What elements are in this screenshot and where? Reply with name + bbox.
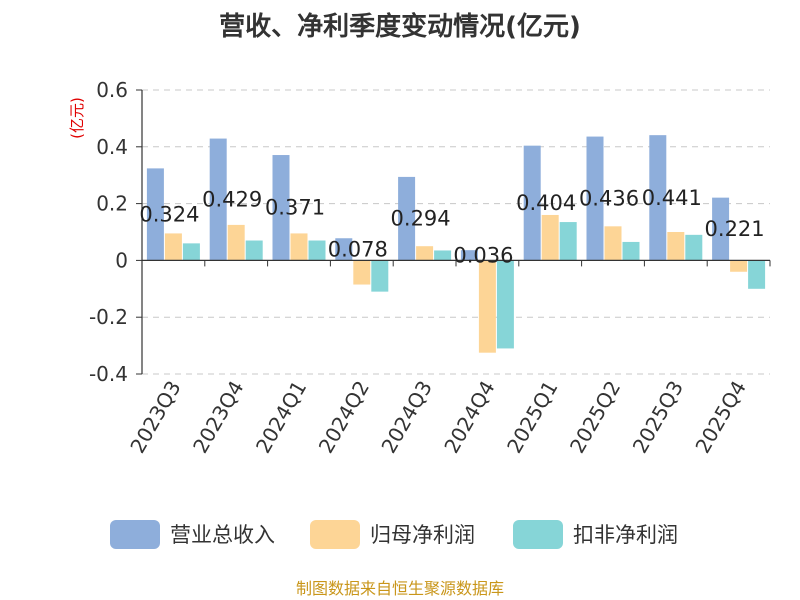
data-label: 0.294 [391, 207, 451, 231]
x-tick-label: 2023Q3 [125, 377, 185, 458]
data-label: 0.371 [265, 196, 325, 220]
bar [604, 226, 622, 261]
y-tick-label: 0 [115, 248, 128, 272]
bar [335, 238, 353, 261]
x-tick-label: 2024Q4 [439, 377, 499, 458]
bar [227, 224, 245, 261]
x-tick-label: 2025Q4 [690, 377, 750, 458]
y-axis-label: (亿元) [68, 97, 86, 139]
x-tick-label: 2025Q2 [565, 377, 625, 458]
bar [460, 250, 478, 261]
grid-lines [142, 89, 770, 375]
legend: 营业总收入 归母净利润 扣非净利润 [110, 520, 678, 549]
legend-label: 归母净利润 [370, 523, 475, 547]
bar [712, 197, 730, 261]
bars [146, 135, 766, 353]
x-tick-label: 2024Q2 [314, 377, 374, 458]
data-label: 0.221 [705, 217, 765, 241]
legend-swatch [513, 520, 563, 549]
bar [353, 260, 371, 285]
bar [272, 155, 290, 261]
data-label: 0.036 [453, 243, 513, 267]
bar [649, 135, 667, 261]
data-label: 0.441 [642, 186, 702, 210]
y-tick-label: 0.2 [96, 192, 128, 216]
bar [685, 234, 703, 261]
legend-label: 营业总收入 [170, 523, 275, 547]
y-tick-label: -0.2 [89, 305, 128, 329]
x-tick-label: 2025Q1 [502, 377, 562, 458]
bar [182, 243, 200, 261]
bar [434, 250, 452, 261]
legend-swatch [110, 520, 160, 549]
data-label: 0.404 [516, 191, 576, 215]
bar [622, 241, 640, 261]
bar [748, 260, 766, 289]
bar [730, 260, 748, 272]
bar [478, 260, 496, 353]
bar [541, 214, 559, 261]
y-axis-ticks: 0.6 0.4 0.2 0 -0.2 -0.4 [89, 78, 142, 386]
x-tick-label: 2024Q3 [376, 377, 436, 458]
data-label: 0.436 [579, 186, 639, 210]
bar [308, 240, 326, 261]
bar [371, 260, 389, 292]
x-axis-ticks: 2023Q3 2023Q4 2024Q1 2024Q2 2024Q3 2024Q4 2025… [125, 260, 771, 458]
data-label: 0.429 [202, 187, 262, 211]
bar [398, 176, 416, 261]
source-note: 制图数据来自恒生聚源数据库 [296, 579, 504, 598]
bar [209, 138, 227, 261]
legend-swatch [310, 520, 360, 549]
bar [496, 260, 514, 349]
bar [164, 233, 182, 261]
y-tick-label: 0.6 [96, 78, 128, 102]
bar [416, 246, 434, 261]
data-label: 0.324 [139, 202, 199, 226]
data-label: 0.078 [328, 237, 388, 261]
bar [146, 168, 164, 261]
legend-label: 扣非净利润 [573, 523, 678, 547]
bar [290, 233, 308, 261]
bar [245, 240, 263, 261]
bar [559, 222, 577, 261]
y-tick-label: -0.4 [89, 362, 128, 386]
bar [586, 136, 604, 261]
x-tick-label: 2025Q3 [628, 377, 688, 458]
bar [667, 232, 685, 261]
x-tick-label: 2023Q4 [188, 377, 248, 458]
y-tick-label: 0.4 [96, 135, 128, 159]
x-tick-label: 2024Q1 [251, 377, 311, 458]
chart-title: 营收、净利季度变动情况(亿元) [219, 11, 581, 42]
bar [523, 145, 541, 261]
